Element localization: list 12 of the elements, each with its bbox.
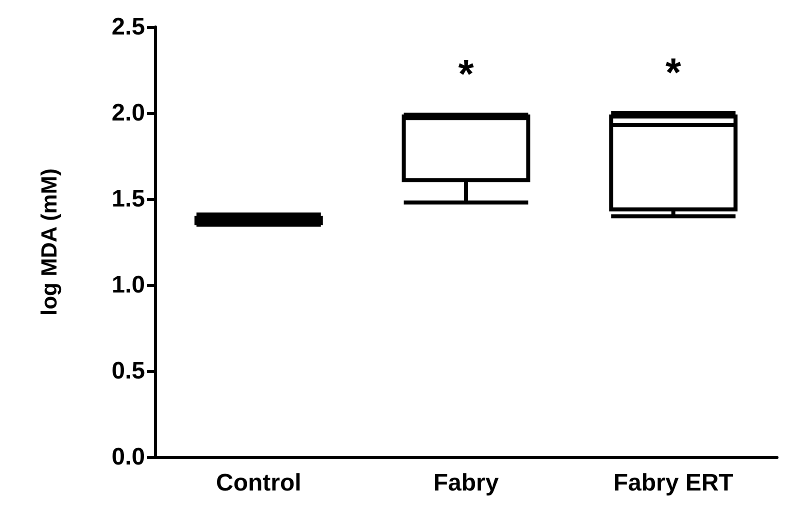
annotation: * bbox=[666, 51, 682, 95]
y-tick-label: 1.5 bbox=[112, 186, 145, 212]
y-axis-title: log MDA (mM) bbox=[36, 168, 62, 316]
x-tick-label: Control bbox=[216, 470, 302, 496]
y-tick-label: 0.5 bbox=[112, 358, 145, 384]
y-tick-label: 2.0 bbox=[112, 100, 145, 126]
y-tick-label: 2.5 bbox=[112, 14, 145, 40]
x-tick-label: Fabry ERT bbox=[613, 470, 734, 496]
x-tick-label: Fabry bbox=[433, 470, 500, 496]
y-tick-label: 1.0 bbox=[112, 272, 145, 298]
y-tick-label: 0.0 bbox=[112, 444, 145, 470]
annotation: * bbox=[458, 52, 474, 97]
